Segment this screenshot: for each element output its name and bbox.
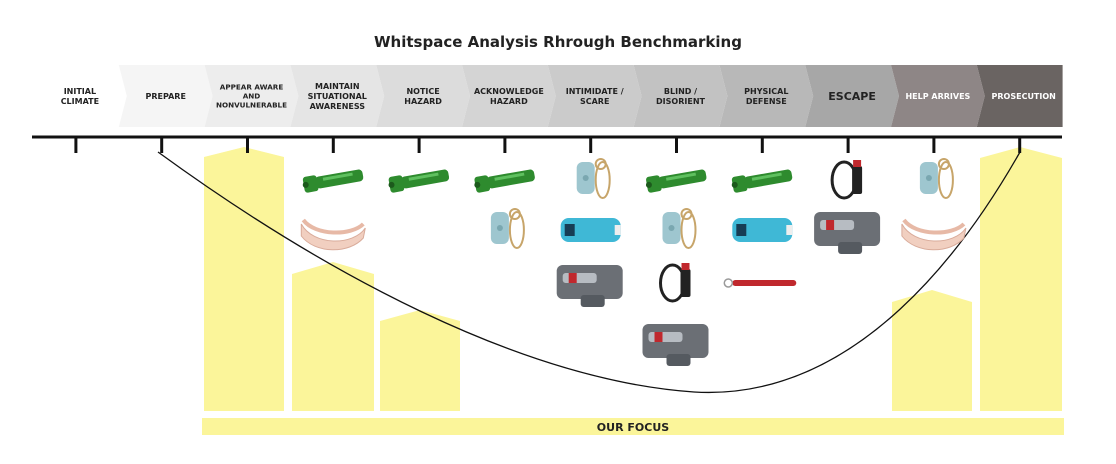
- stage-label: PREPARE: [145, 92, 185, 101]
- stage-shape: [376, 65, 470, 127]
- stage-label: ACKNOWLEDGE HAZARD: [474, 87, 544, 106]
- stage-shape: [33, 65, 127, 127]
- stage-shape: [719, 65, 814, 127]
- stage-shape: [976, 65, 1063, 127]
- flashlight-icon: [645, 169, 707, 193]
- stage-label: ESCAPE: [828, 90, 876, 103]
- column-prosecution: [980, 147, 1062, 411]
- personal-alarm-icon: [919, 158, 954, 199]
- stage-label: NOTICE HAZARD: [404, 87, 442, 106]
- personal-alarm-icon: [576, 158, 611, 199]
- wristband-icon: [300, 218, 366, 251]
- stage-label: INTIMIDATE / SCARE: [566, 87, 624, 106]
- stage-shape: [891, 65, 985, 127]
- column-help-arrives: [892, 290, 972, 411]
- stage-label: MAINTAIN SITUATIONAL AWARENESS: [308, 82, 367, 111]
- pepper-spray-icon: [659, 263, 691, 303]
- column-notice-hazard: [380, 310, 460, 411]
- stage-shape: [547, 65, 642, 127]
- product-icons: [300, 158, 967, 366]
- stage-6: INTIMIDATE / SCARE: [547, 65, 642, 127]
- stage-label: BLIND / DISORIENT: [656, 87, 705, 106]
- stage-label: PROSECUTION: [992, 92, 1056, 101]
- stage-0: INITIAL CLIMATE: [33, 65, 127, 127]
- pepper-gun-icon: [642, 324, 709, 366]
- stage-shape: [204, 65, 299, 127]
- stage-shape: [118, 65, 213, 127]
- pepper-spray-icon: [830, 160, 863, 200]
- stage-2: APPEAR AWARE AND NONVULNERABLE: [204, 65, 299, 127]
- stage-label: HELP ARRIVES: [905, 92, 970, 101]
- pepper-gun-icon: [556, 265, 623, 307]
- stage-banner: INITIAL CLIMATE PREPARE APPEAR AWARE AND NONV…: [33, 65, 1063, 127]
- stage-8: PHYSICAL DEFENSE: [719, 65, 814, 127]
- stage-5: ACKNOWLEDGE HAZARD: [462, 65, 556, 127]
- stage-shape: [290, 65, 385, 127]
- our-focus-label: OUR FOCUS: [597, 421, 669, 434]
- stun-gun-icon: [560, 218, 621, 242]
- kubotan-icon: [723, 278, 797, 288]
- stage-label: APPEAR AWARE AND NONVULNERABLE: [216, 82, 287, 109]
- flashlight-icon: [474, 169, 535, 193]
- flashlight-icon: [388, 169, 450, 193]
- stage-10: HELP ARRIVES: [891, 65, 985, 127]
- stage-9: ESCAPE: [805, 65, 899, 127]
- stun-gun-icon: [732, 218, 793, 242]
- personal-alarm-icon: [490, 208, 525, 249]
- stage-label: INITIAL CLIMATE: [61, 87, 99, 106]
- flashlight-icon: [302, 169, 364, 193]
- whitespace-columns: [204, 147, 1062, 411]
- stage-1: PREPARE: [118, 65, 213, 127]
- stage-11: PROSECUTION: [976, 65, 1063, 127]
- stage-3: MAINTAIN SITUATIONAL AWARENESS: [290, 65, 385, 127]
- column-appear-aware: [204, 147, 284, 411]
- wristband-icon: [901, 218, 967, 251]
- stage-shape: [805, 65, 899, 127]
- stage-shape: [633, 65, 728, 127]
- stage-7: BLIND / DISORIENT: [633, 65, 728, 127]
- flashlight-icon: [731, 169, 793, 193]
- pepper-gun-icon: [814, 212, 881, 254]
- our-focus-bar: OUR FOCUS: [202, 418, 1064, 435]
- column-maintain-awareness: [292, 262, 374, 411]
- whitespace-curve: [157, 151, 1021, 393]
- stage-label: PHYSICAL DEFENSE: [744, 87, 788, 106]
- page-title: Whitspace Analysis Rhrough Benchmarking: [374, 33, 742, 51]
- timeline-ticks: [74, 137, 1022, 153]
- personal-alarm-icon: [662, 208, 697, 249]
- stage-4: NOTICE HAZARD: [376, 65, 470, 127]
- stage-shape: [462, 65, 556, 127]
